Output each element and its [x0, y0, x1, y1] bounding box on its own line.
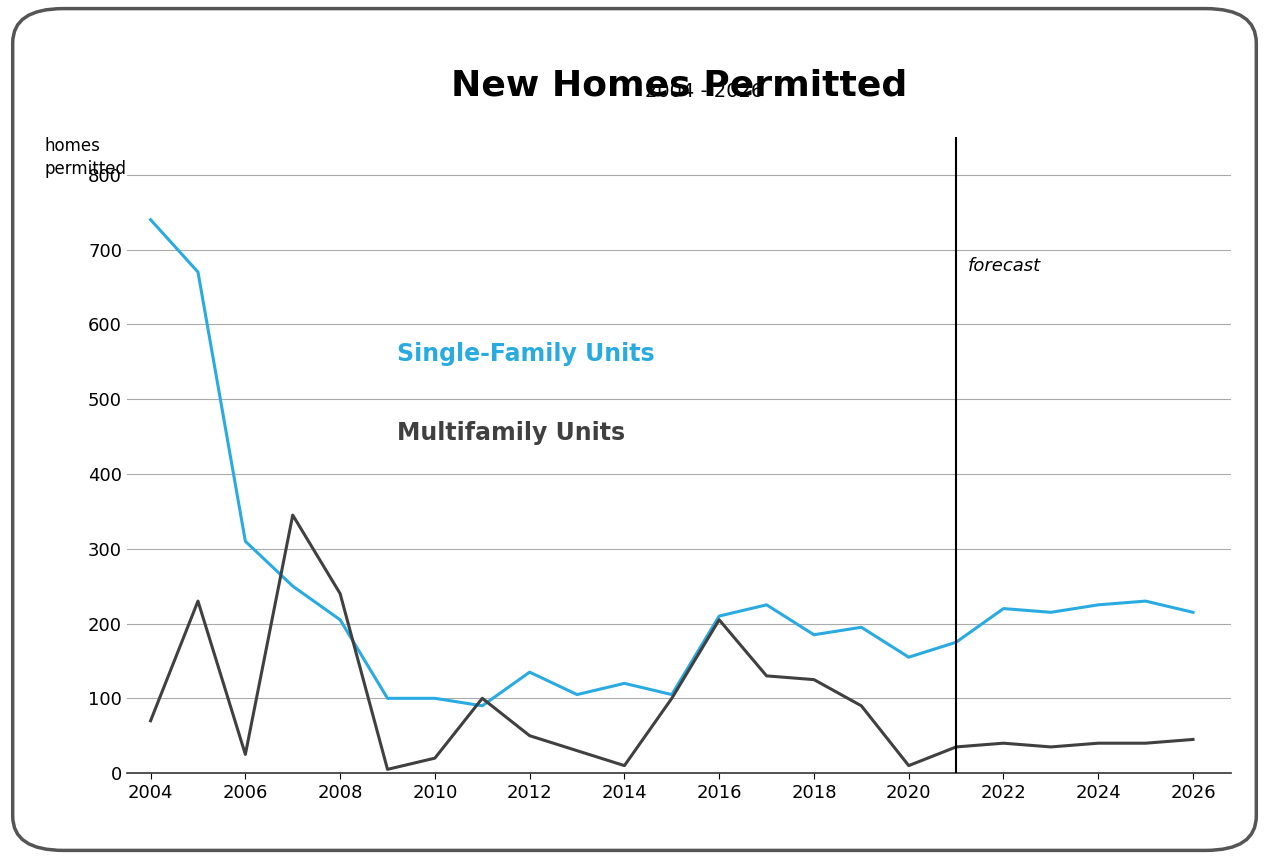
Text: forecast: forecast [968, 257, 1041, 275]
Title: New Homes Permitted: New Homes Permitted [450, 69, 907, 103]
Text: Multifamily Units: Multifamily Units [397, 421, 626, 445]
Text: Single-Family Units: Single-Family Units [397, 343, 655, 366]
Text: permitted: permitted [44, 160, 126, 178]
Text: homes: homes [44, 137, 100, 155]
Text: 2004 - 2026: 2004 - 2026 [645, 82, 764, 101]
